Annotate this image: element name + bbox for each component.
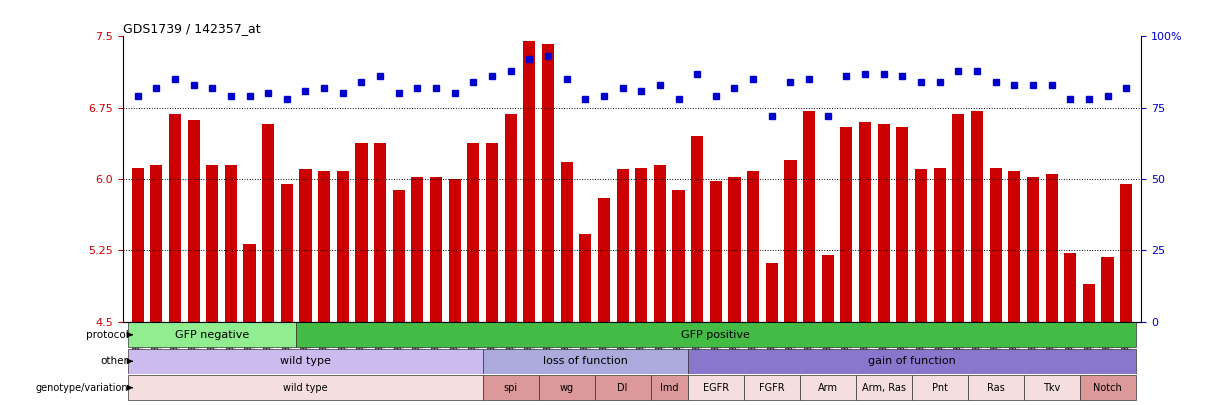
- Bar: [225, 165, 237, 405]
- Bar: [169, 114, 182, 405]
- Bar: [840, 127, 853, 405]
- Bar: [598, 198, 610, 405]
- Bar: [915, 169, 928, 405]
- Bar: [579, 234, 591, 405]
- Text: wild type: wild type: [283, 383, 328, 393]
- Bar: [822, 255, 834, 405]
- Bar: [912, 375, 968, 401]
- Bar: [636, 168, 648, 405]
- Bar: [482, 375, 539, 401]
- Bar: [129, 322, 296, 347]
- Bar: [744, 375, 800, 401]
- Text: Dl: Dl: [617, 383, 628, 393]
- Bar: [616, 169, 628, 405]
- Bar: [729, 177, 741, 405]
- Bar: [188, 120, 200, 405]
- Bar: [281, 184, 293, 405]
- Bar: [650, 375, 688, 401]
- Text: genotype/variation: genotype/variation: [36, 383, 129, 393]
- Text: Ras: Ras: [987, 383, 1005, 393]
- Bar: [989, 168, 1001, 405]
- Bar: [1120, 184, 1133, 405]
- Bar: [1023, 375, 1080, 401]
- Bar: [561, 162, 573, 405]
- Text: Pnt: Pnt: [931, 383, 947, 393]
- Text: wild type: wild type: [280, 356, 331, 366]
- Bar: [1027, 177, 1039, 405]
- Bar: [1064, 253, 1076, 405]
- Bar: [243, 244, 255, 405]
- Bar: [877, 124, 890, 405]
- Bar: [129, 349, 482, 374]
- Bar: [971, 111, 983, 405]
- Bar: [523, 41, 535, 405]
- Bar: [934, 168, 946, 405]
- Bar: [356, 143, 368, 405]
- Text: GFP negative: GFP negative: [175, 330, 249, 340]
- Bar: [429, 177, 442, 405]
- Bar: [595, 375, 650, 401]
- Text: other: other: [101, 356, 129, 366]
- Bar: [150, 165, 162, 405]
- Text: FGFR: FGFR: [760, 383, 784, 393]
- Bar: [296, 322, 1135, 347]
- Bar: [482, 349, 688, 374]
- Bar: [654, 165, 666, 405]
- Bar: [1045, 174, 1058, 405]
- Bar: [263, 124, 275, 405]
- Bar: [747, 171, 760, 405]
- Bar: [542, 44, 555, 405]
- Bar: [855, 375, 912, 401]
- Bar: [766, 262, 778, 405]
- Bar: [952, 114, 964, 405]
- Bar: [688, 349, 1135, 374]
- Bar: [449, 179, 461, 405]
- Text: GFP positive: GFP positive: [681, 330, 750, 340]
- Bar: [709, 181, 721, 405]
- Bar: [1080, 375, 1135, 401]
- Bar: [467, 143, 480, 405]
- Bar: [800, 375, 855, 401]
- Bar: [672, 190, 685, 405]
- Bar: [336, 171, 348, 405]
- Bar: [411, 177, 423, 405]
- Bar: [486, 143, 498, 405]
- Text: spi: spi: [503, 383, 518, 393]
- Bar: [504, 114, 517, 405]
- Text: EGFR: EGFR: [703, 383, 729, 393]
- Text: Imd: Imd: [660, 383, 679, 393]
- Text: Arm, Ras: Arm, Ras: [861, 383, 906, 393]
- Bar: [539, 375, 595, 401]
- Bar: [688, 375, 744, 401]
- Text: wg: wg: [560, 383, 574, 393]
- Bar: [318, 171, 330, 405]
- Text: GDS1739 / 142357_at: GDS1739 / 142357_at: [123, 22, 260, 35]
- Bar: [1009, 171, 1021, 405]
- Bar: [206, 165, 218, 405]
- Bar: [393, 190, 405, 405]
- Bar: [1082, 284, 1094, 405]
- Bar: [784, 160, 796, 405]
- Bar: [896, 127, 908, 405]
- Text: loss of function: loss of function: [542, 356, 628, 366]
- Bar: [1102, 257, 1114, 405]
- Text: protocol: protocol: [86, 330, 129, 340]
- Text: Notch: Notch: [1093, 383, 1121, 393]
- Text: Arm: Arm: [817, 383, 838, 393]
- Bar: [691, 136, 703, 405]
- Text: gain of function: gain of function: [867, 356, 956, 366]
- Bar: [129, 375, 482, 401]
- Bar: [859, 122, 871, 405]
- Bar: [802, 111, 815, 405]
- Bar: [374, 143, 387, 405]
- Bar: [131, 168, 144, 405]
- Text: Tkv: Tkv: [1043, 383, 1060, 393]
- Bar: [299, 169, 312, 405]
- Bar: [968, 375, 1023, 401]
